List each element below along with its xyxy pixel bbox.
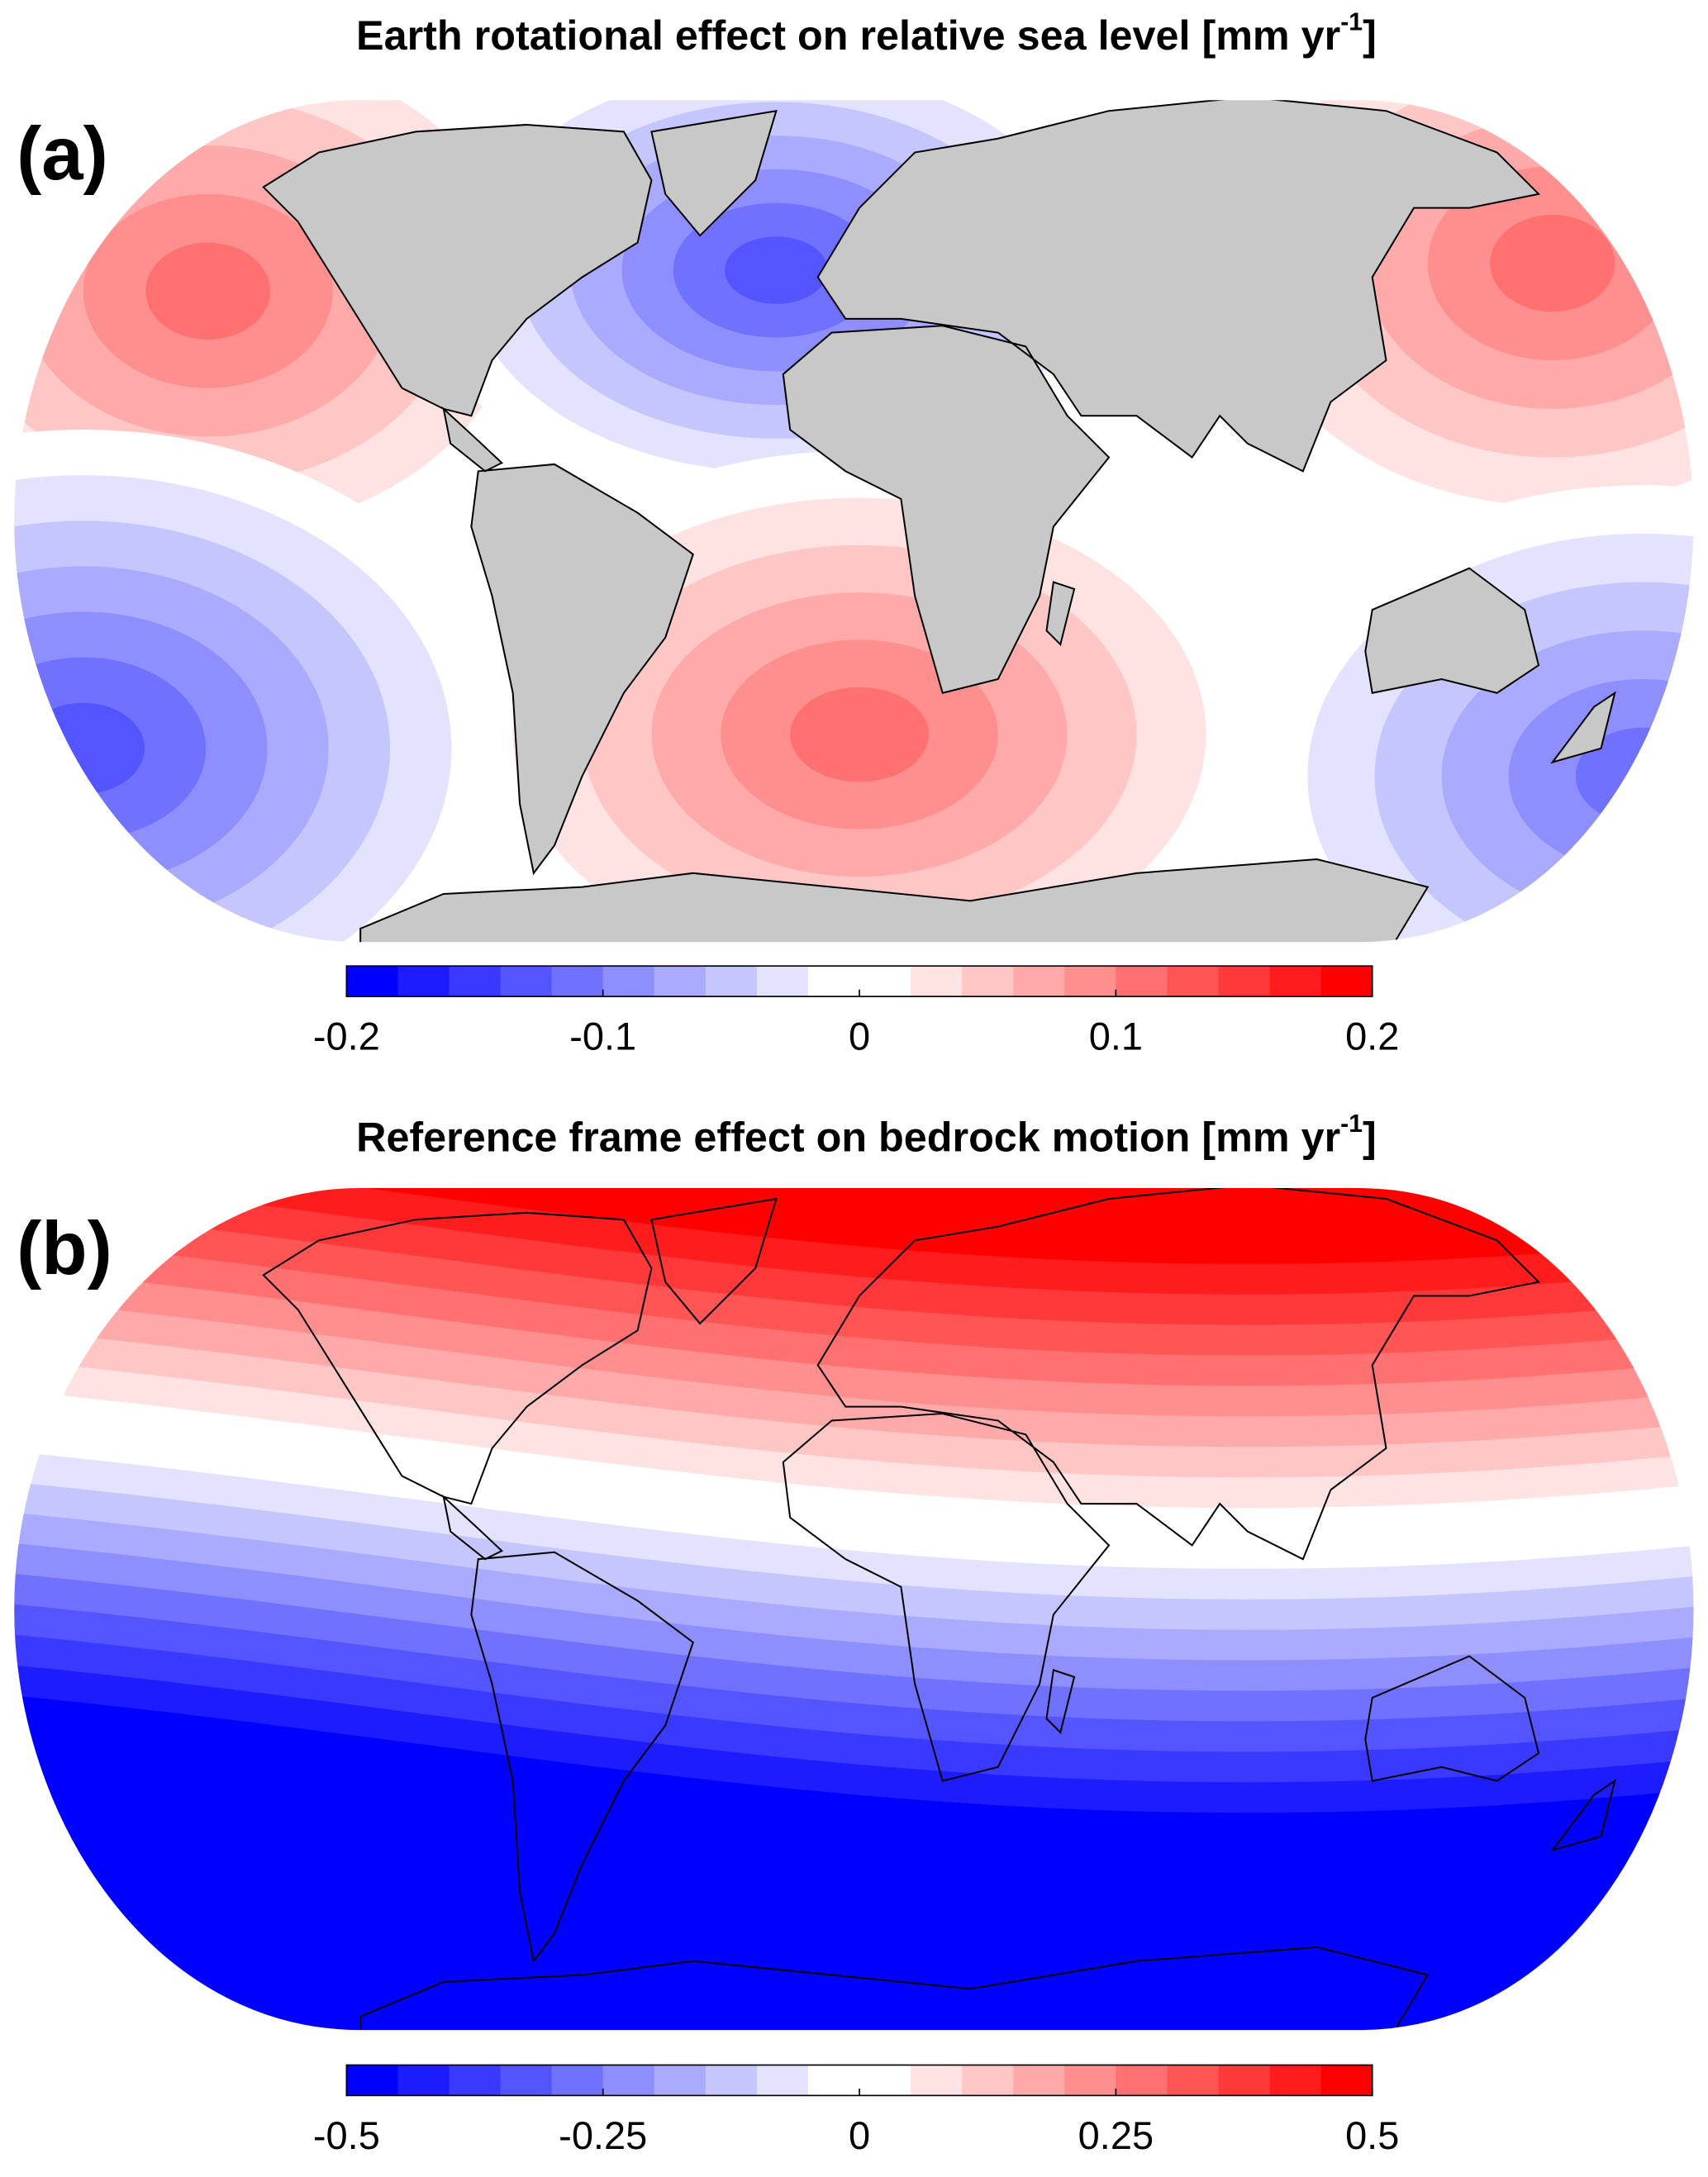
- colorbar-tick-label: 0.5: [1345, 2113, 1399, 2157]
- field-contour: [725, 236, 828, 304]
- colorbar-swatch: [705, 966, 758, 997]
- colorbar-swatch: [449, 966, 502, 997]
- colorbar-swatch: [1269, 2065, 1322, 2096]
- colorbar-swatch: [346, 966, 398, 997]
- colorbar-tick-label: 0.1: [1089, 1015, 1143, 1058]
- colorbar-swatch: [859, 2065, 911, 2096]
- colorbar-tick-label: -0.1: [569, 1015, 636, 1058]
- colorbar-swatch: [756, 2065, 809, 2096]
- panel-label: (b): [17, 1207, 112, 1291]
- field-contour: [1490, 215, 1615, 312]
- panel-title: Reference frame effect on bedrock motion…: [356, 1110, 1377, 1161]
- panel-title: Earth rotational effect on relative sea …: [356, 8, 1377, 59]
- field-contour: [790, 687, 929, 782]
- title-superscript: -1: [1340, 8, 1363, 36]
- field-contour: [21, 702, 145, 794]
- colorbar-swatch: [911, 2065, 963, 2096]
- colorbar-swatch: [1064, 966, 1116, 997]
- colorbar-swatch: [962, 2065, 1014, 2096]
- colorbar-swatch: [397, 2065, 450, 2096]
- colorbar-swatch: [500, 2065, 553, 2096]
- colorbar-swatch: [602, 966, 655, 997]
- colorbar-swatch: [1116, 2065, 1168, 2096]
- map-border: [13, 1187, 1695, 2031]
- colorbar-swatch: [551, 2065, 604, 2096]
- colorbar-swatch: [807, 966, 860, 997]
- colorbar-swatch: [1064, 2065, 1116, 2096]
- colorbar-frame: [345, 965, 1373, 997]
- colorbar-swatch: [654, 2065, 707, 2096]
- colorbar-swatch: [1320, 2065, 1373, 2096]
- map: [13, 99, 1694, 943]
- colorbar-frame: [345, 2064, 1373, 2097]
- colorbar-tick-label: 0: [849, 2113, 870, 2157]
- colorbar-swatch: [551, 966, 604, 997]
- colorbar-tick-label: 0.25: [1078, 2113, 1154, 2157]
- colorbar-swatch: [1116, 966, 1168, 997]
- colorbar-swatch: [807, 2065, 860, 2096]
- colorbar-swatch: [1167, 2065, 1220, 2096]
- map: [13, 1187, 1694, 2031]
- title-suffix: ]: [1363, 1114, 1377, 1161]
- colorbar-swatch: [756, 966, 809, 997]
- field-band: [13, 1187, 1694, 1264]
- title-suffix: ]: [1363, 12, 1377, 59]
- colorbar-swatch: [911, 966, 963, 997]
- panel-label: (a): [17, 112, 108, 196]
- field-contour: [145, 242, 271, 340]
- colorbar-swatch: [449, 2065, 502, 2096]
- colorbar-tick-label: 0.2: [1345, 1015, 1399, 1058]
- colorbar-swatch: [1320, 966, 1373, 997]
- colorbar-swatch: [1269, 966, 1322, 997]
- colorbar-swatch: [397, 966, 450, 997]
- map-border: [13, 99, 1695, 944]
- colorbar-swatch: [859, 966, 911, 997]
- colorbar-swatch: [346, 2065, 398, 2096]
- title-superscript: -1: [1340, 1110, 1363, 1138]
- colorbar-swatch: [602, 2065, 655, 2096]
- colorbar-swatch: [1167, 966, 1220, 997]
- colorbar-tick-label: 0: [849, 1015, 870, 1058]
- colorbar-swatch: [500, 966, 553, 997]
- title-text: Earth rotational effect on relative sea …: [356, 12, 1340, 59]
- colorbar-swatch: [1013, 2065, 1065, 2096]
- colorbar-swatch: [1013, 966, 1065, 997]
- colorbar-swatch: [1218, 966, 1271, 997]
- colorbar-swatch: [705, 2065, 758, 2096]
- title-text: Reference frame effect on bedrock motion…: [356, 1114, 1340, 1161]
- colorbar-swatch: [654, 966, 707, 997]
- colorbar-swatch: [1218, 2065, 1271, 2096]
- colorbar-tick-label: -0.5: [313, 2113, 380, 2157]
- colorbar-swatch: [962, 966, 1014, 997]
- colorbar-tick-label: -0.2: [313, 1015, 380, 1058]
- colorbar-tick-label: -0.25: [559, 2113, 647, 2157]
